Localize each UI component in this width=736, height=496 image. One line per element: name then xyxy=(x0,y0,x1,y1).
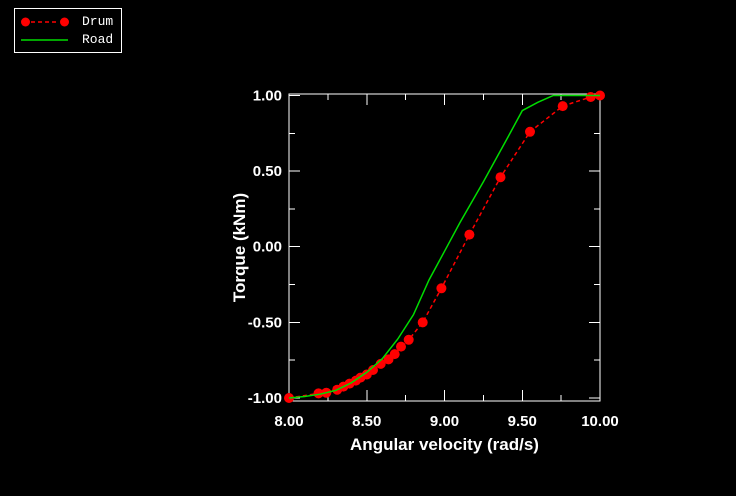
y-tick-label: 1.00 xyxy=(253,88,282,105)
drum-marker xyxy=(557,101,568,112)
drum-marker xyxy=(417,317,428,328)
legend-label-drum: Drum xyxy=(82,14,114,29)
plot-border xyxy=(288,93,601,402)
x-axis-label: Angular velocity (rad/s) xyxy=(350,435,539,454)
drum-marker xyxy=(396,341,406,352)
y-tick-label: 0.50 xyxy=(253,163,282,180)
road-series-line xyxy=(288,94,600,399)
legend: Drum Road xyxy=(14,8,122,53)
drum-marker xyxy=(403,334,414,345)
drum-line-marker-swatch-icon xyxy=(21,17,69,26)
road-line-swatch-icon xyxy=(21,38,68,41)
x-tick-label: 8.50 xyxy=(352,413,381,430)
drum-marker xyxy=(368,365,378,375)
drum-marker xyxy=(389,349,400,360)
legend-label-road: Road xyxy=(82,32,114,47)
drum-marker xyxy=(495,172,506,183)
y-tick-label: 0.00 xyxy=(253,239,282,256)
drum-marker xyxy=(436,283,447,294)
drum-marker xyxy=(464,229,475,240)
x-tick-label: 9.00 xyxy=(430,413,459,430)
y-tick-label: -0.50 xyxy=(248,314,282,331)
x-tick-label: 9.50 xyxy=(508,413,537,430)
drum-marker xyxy=(585,92,596,102)
legend-item-road: Road xyxy=(20,32,117,47)
x-tick-label: 10.00 xyxy=(581,413,619,430)
drum-marker xyxy=(313,388,324,399)
y-axis-label: Torque (kNm) xyxy=(230,193,249,302)
drum-marker xyxy=(525,126,535,137)
x-tick-label: 8.00 xyxy=(274,413,303,430)
drum-series-line xyxy=(288,94,601,399)
y-tick-label: -1.00 xyxy=(248,390,282,407)
legend-item-drum: Drum xyxy=(20,14,117,29)
